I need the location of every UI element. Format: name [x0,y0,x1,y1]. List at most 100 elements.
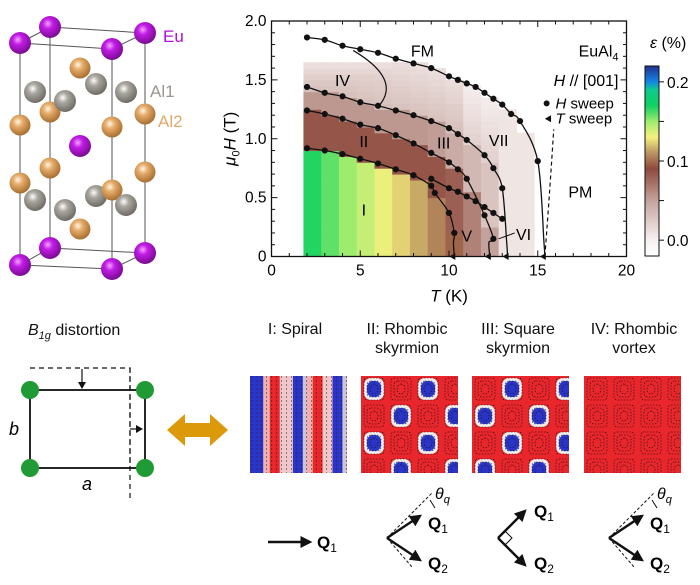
colorbar-label: ε (%) [650,35,686,52]
heatmap-cell [463,209,482,216]
heatmap-cell [409,227,429,234]
spin-contour [504,461,520,473]
spin-contour [670,380,681,398]
spin-contour [531,434,547,452]
heatmap-cell [480,168,500,175]
heatmap-cell [356,79,375,87]
spin-contour [640,458,662,473]
spin-contour [561,464,569,473]
heatmap-cell [409,179,429,187]
h-sweep-point [410,112,417,119]
heatmap-cell [516,238,535,246]
skyrmion-core [367,381,381,397]
atom-eu [39,16,61,38]
spin-contour [667,377,681,401]
h-sweep-point [410,140,417,147]
heatmap-cell [463,156,482,163]
spin-contour [531,461,547,473]
heatmap-cell [427,232,446,240]
heatmap-cell [445,91,464,99]
heatmap-cell [392,138,411,146]
heatmap-cell [321,85,340,93]
phase-label-vi: VI [516,227,531,244]
heatmap-cell [463,126,482,134]
spin-contour [555,431,569,455]
field-direction-label: H // [001] [554,73,619,90]
heatmap-cell [321,121,340,128]
svg-text:Q2: Q2 [428,554,448,576]
atom-al2 [134,103,156,125]
heatmap-cell [480,121,500,128]
spin-contour [501,458,523,473]
spin-stripe [273,376,277,473]
svg-text:Q1: Q1 [428,514,448,536]
spin-stripe [302,376,307,473]
heatmap-cell [356,232,375,240]
heatmap-cell [338,244,358,252]
heatmap-cell [321,126,340,134]
heatmap-cell [321,227,340,234]
heatmap-cell [303,185,322,193]
heatmap-cell [480,174,500,181]
spin-contour [589,434,605,452]
spin-contour [450,383,458,395]
t-sweep-point [484,253,491,260]
atom-al2 [134,161,156,183]
skyrmion-core [559,435,569,451]
heatmap-cell [338,121,358,128]
spin-contour [619,410,629,422]
phase-boundary-line [306,86,509,257]
distortion-title-text: distortion [50,322,121,339]
spin-contour [670,461,681,473]
heatmap-cell [463,109,482,116]
spin-contour [420,407,436,425]
heatmap-cell [427,73,446,81]
heatmap-cell [463,179,482,187]
heatmap-cell [480,197,500,205]
spin-contour [363,431,385,455]
skyrmion-core [532,462,546,473]
heatmap-cell [321,138,340,146]
heatmap-cell [356,138,375,146]
h-sweep-point [357,99,364,106]
heatmap-cell [392,244,411,252]
spin-stripe [276,376,280,473]
heatmap-cell [356,168,375,175]
spin-contour [447,380,458,398]
spin-contour [646,383,656,395]
spin-contour [504,380,520,398]
heatmap-cell [427,209,446,216]
heatmap-cell [356,238,375,246]
x-axis-label: T (K) [430,287,468,306]
heatmap-cell [338,73,358,81]
heatmap-cell [445,109,464,116]
heatmap-cell [516,150,535,157]
unit-cell-edges [19,26,147,270]
heatmap-cell [480,109,500,116]
q1-label: Q1 [317,533,337,555]
y-tick-label: 2.0 [245,13,267,30]
atom-al2 [69,218,91,240]
spin-contour [616,380,632,398]
h-sweep-point [339,42,346,49]
heatmap-cell [338,144,358,152]
spin-contour [423,383,433,395]
spin-contour [393,380,409,398]
spin-contour [423,437,433,449]
heatmap-cell [427,68,446,75]
heatmap-cell [321,203,340,210]
heatmap-cell [427,150,446,157]
heatmap-cell [409,126,429,134]
heatmap-cell [338,174,358,181]
spin-contour [534,383,544,395]
h-sweep-point [445,185,453,192]
skyrmion-core [505,435,519,451]
heatmap-cell [374,191,393,199]
spin-stripe [319,376,323,473]
heatmap-cell [445,79,464,87]
heatmap-cell [516,144,535,152]
distortion-subscript: 1g [38,330,51,343]
heatmap-cell [480,209,500,216]
label-a: a [82,474,92,494]
spin-contour [369,410,379,422]
